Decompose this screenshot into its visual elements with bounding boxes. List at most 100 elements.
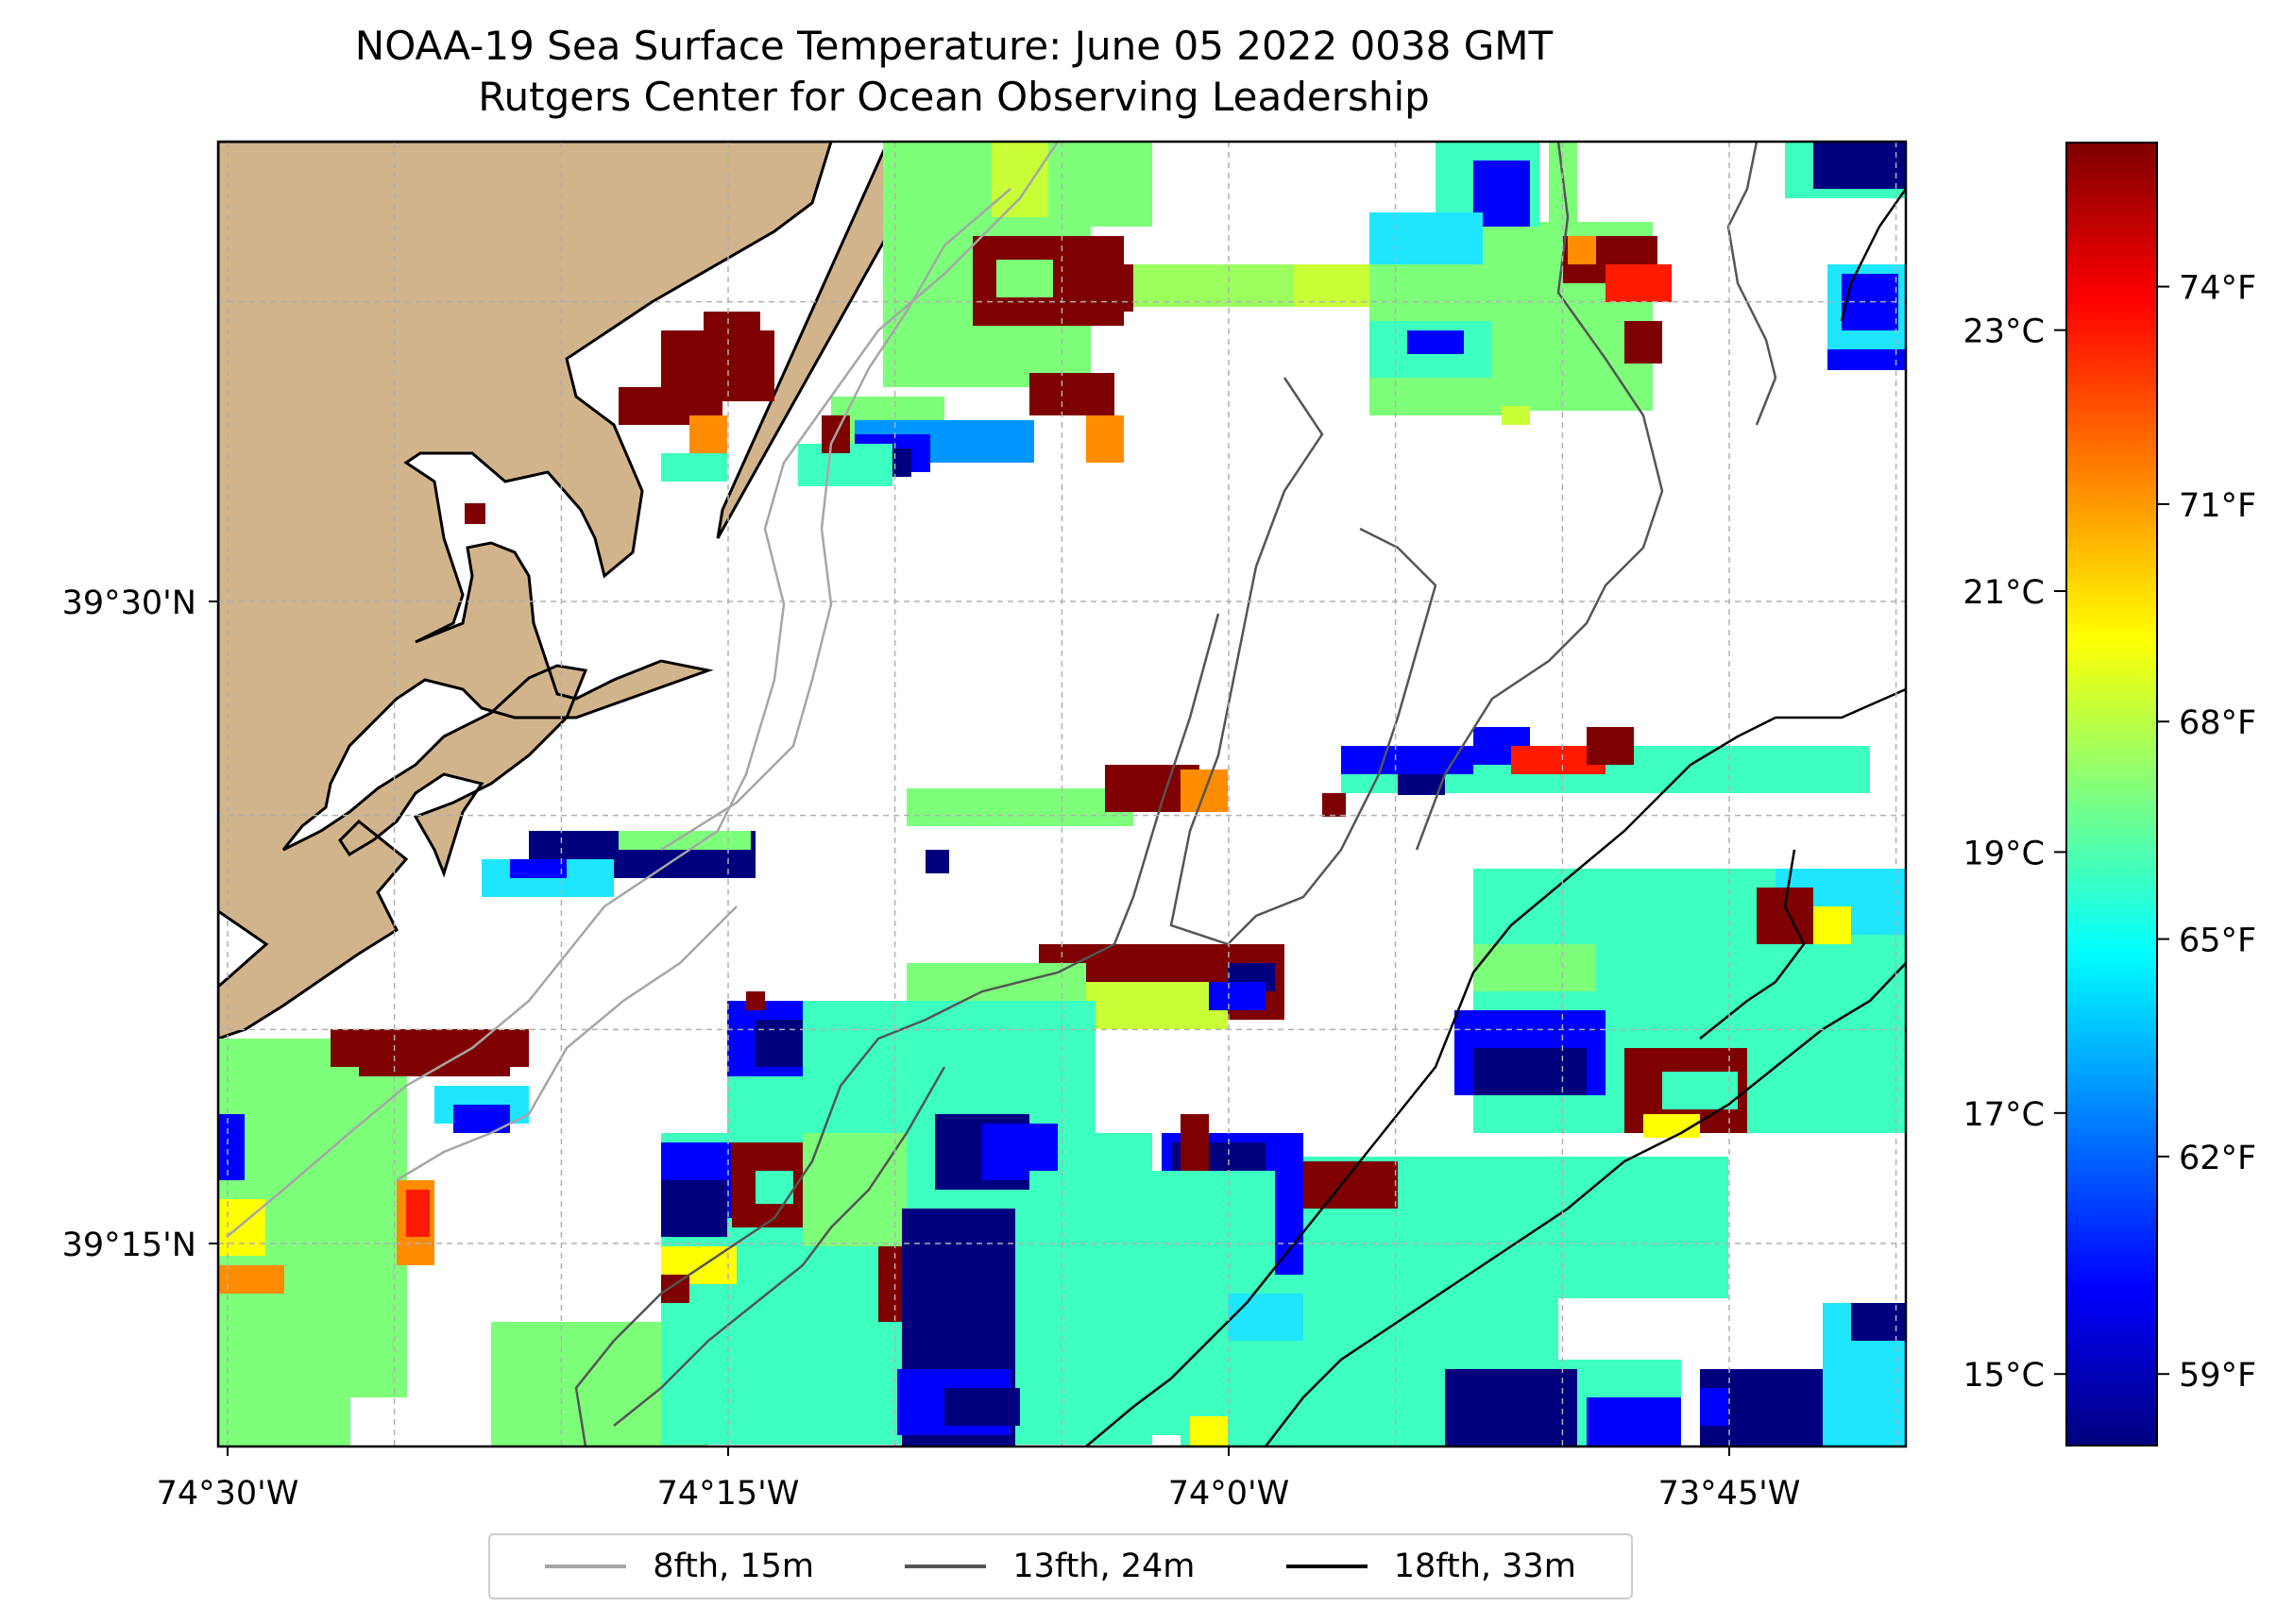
- cbar-c-label: 15°C: [1963, 1357, 2045, 1395]
- legend-item-8fth: 8fth, 15m: [545, 1548, 814, 1585]
- legend-line-18fth: [1285, 1565, 1368, 1568]
- sst-cell: [1473, 944, 1596, 991]
- sst-cell: [803, 1133, 907, 1246]
- isobath-18fth-d: [1840, 188, 1906, 322]
- sst-cell: [1303, 1161, 1398, 1209]
- isobath-13fth-d: [1726, 142, 1777, 426]
- sst-cell: [218, 1199, 265, 1256]
- sst-cell: [661, 453, 727, 482]
- sst-cell: [1587, 1397, 1681, 1446]
- sst-cell: [1407, 330, 1464, 354]
- y-tick-label: 39°30'N: [62, 584, 196, 622]
- sst-cell: [1209, 982, 1266, 1010]
- isobath-8fth-b: [660, 188, 1011, 852]
- sst-cell: [1643, 1114, 1700, 1138]
- sst-cell: [1086, 415, 1124, 463]
- isobath-13fth-e: [613, 1066, 946, 1427]
- legend-line-13fth: [905, 1565, 987, 1568]
- isobath-8fth: [226, 142, 1060, 1238]
- sst-cell: [689, 415, 727, 453]
- cbar-f-label: 74°F: [2179, 270, 2256, 308]
- title-line-2: Rutgers Center for Ocean Observing Leade…: [478, 74, 1430, 120]
- legend-label-18fth: 18fth, 33m: [1393, 1548, 1576, 1585]
- isobath-layer: [226, 142, 1906, 1446]
- sst-cell: [756, 1020, 803, 1067]
- sst-cell: [907, 788, 1133, 826]
- grid-lines: [218, 142, 1906, 1446]
- cbar-c-label: 21°C: [1963, 574, 2045, 612]
- isobath-8fth-c: [396, 905, 738, 1182]
- sst-cell: [1624, 321, 1662, 364]
- land-coast: [218, 142, 833, 1040]
- sst-cell: [619, 831, 751, 850]
- sst-cell: [218, 1114, 245, 1180]
- sst-cell: [1757, 888, 1813, 944]
- isobath-13fth-b: [1169, 377, 1437, 946]
- legend-item-13fth: 13fth, 24m: [905, 1548, 1195, 1585]
- cbar-f-label: 71°F: [2179, 487, 2256, 525]
- sst-cell: [1662, 1072, 1738, 1109]
- sst-cell: [406, 1190, 430, 1237]
- x-tick-label: 74°15'W: [657, 1475, 800, 1513]
- sst-cell: [746, 991, 765, 1010]
- sst-cell: [661, 1275, 689, 1303]
- sst-cell: [1700, 1388, 1728, 1426]
- isobath-18fth-b: [1265, 962, 1906, 1446]
- sst-cell: [944, 1388, 1020, 1426]
- sst-cell: [359, 1048, 510, 1076]
- isobath-18fth-c: [1699, 849, 1806, 1040]
- sst-cell: [661, 1180, 727, 1237]
- cbar-c-label: 17°C: [1963, 1096, 2045, 1134]
- sst-cell: [1473, 1048, 1587, 1095]
- sst-cell: [1813, 906, 1851, 944]
- sst-cell: [1369, 378, 1502, 415]
- plot-frame: [216, 140, 1908, 1448]
- cbar-c-label: 19°C: [1963, 835, 2045, 872]
- colorbar: [2065, 142, 2158, 1446]
- isobath-13fth: [574, 613, 1220, 1446]
- sst-cell: [218, 1265, 284, 1294]
- cbar-f-label: 65°F: [2179, 922, 2256, 960]
- sst-cell: [704, 312, 760, 349]
- sst-cell: [1827, 349, 1906, 370]
- sst-cell: [1369, 212, 1483, 264]
- sst-cell: [1587, 727, 1634, 765]
- sst-cell: [1058, 264, 1133, 312]
- sst-cell: [1568, 236, 1596, 264]
- sst-cell: [1228, 1294, 1303, 1341]
- plot-area: [218, 142, 942, 1040]
- sst-cell: [1190, 1416, 1228, 1446]
- sst-cell: [1813, 142, 1906, 189]
- cbar-f-label: 59°F: [2179, 1357, 2256, 1395]
- x-tick-label: 74°30'W: [157, 1475, 299, 1513]
- legend-line-8fth: [545, 1565, 627, 1568]
- cbar-f-label: 62°F: [2179, 1140, 2256, 1177]
- isobath-18fth: [1085, 687, 1906, 1446]
- colorbar-ticks: 74°F 71°F 68°F 65°F 62°F 59°F 23°C 21°C 19°C 17°C…: [1963, 270, 2257, 1396]
- legend-item-18fth: 18fth, 33m: [1285, 1548, 1576, 1585]
- isobath-13fth-c: [1415, 142, 1664, 851]
- legend-label-13fth: 13fth, 24m: [1012, 1548, 1196, 1585]
- sst-cell: [1606, 264, 1672, 302]
- sst-cell: [1341, 746, 1473, 774]
- sst-cell: [996, 260, 1053, 297]
- sst-cell: [1851, 1303, 1906, 1341]
- sst-cell: [992, 142, 1048, 217]
- sst-cell: [1029, 373, 1114, 415]
- tick-labels: 74°30'W 74°15'W 74°0'W 73°45'W 39°30'N 39°15'…: [62, 584, 1801, 1513]
- cbar-f-label: 68°F: [2179, 704, 2256, 742]
- map-title: NOAA-19 Sea Surface Temperature: June 05…: [0, 21, 1908, 123]
- x-tick-label: 73°45'W: [1658, 1475, 1801, 1513]
- sst-cell: [1445, 1369, 1577, 1446]
- sst-cell: [510, 859, 567, 878]
- land-dot: [465, 503, 485, 524]
- legend-label-8fth: 8fth, 15m: [653, 1548, 814, 1585]
- sst-cell: [1322, 793, 1346, 817]
- sst-cell: [218, 1322, 350, 1446]
- sst-pixel-layer: [218, 142, 1906, 1446]
- cbar-c-label: 23°C: [1963, 313, 2045, 351]
- sst-cell: [1502, 406, 1530, 425]
- title-line-1: NOAA-19 Sea Surface Temperature: June 05…: [354, 23, 1554, 69]
- sst-cell: [1067, 142, 1152, 227]
